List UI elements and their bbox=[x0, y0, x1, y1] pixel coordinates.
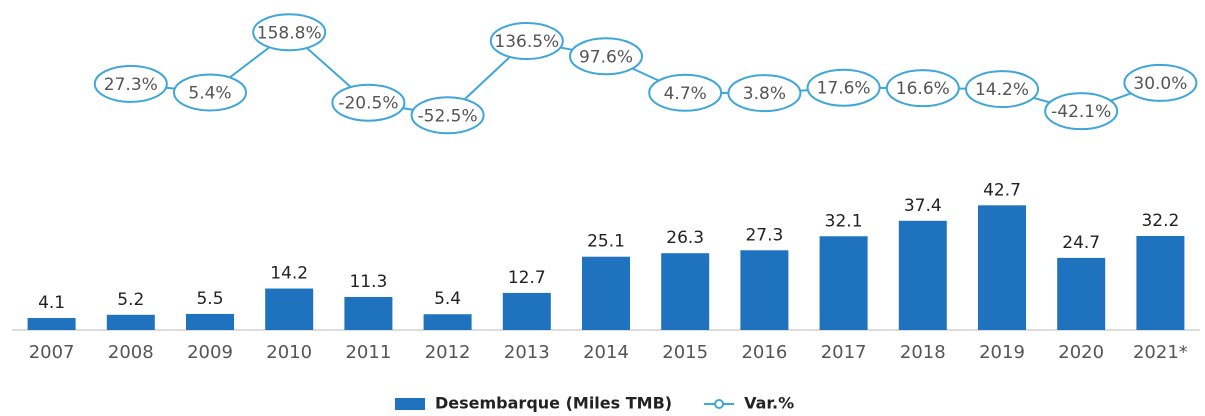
bar bbox=[1136, 235, 1185, 330]
line-value-label: -52.5% bbox=[418, 106, 478, 126]
x-tick-label: 2012 bbox=[425, 342, 471, 363]
x-tick-label: 2017 bbox=[821, 342, 867, 363]
line-value-label: 27.3% bbox=[104, 75, 158, 95]
line-point bbox=[727, 74, 802, 113]
line-value-label: 4.7% bbox=[664, 84, 707, 104]
x-tick-label: 2011 bbox=[345, 342, 391, 363]
x-tick-label: 2013 bbox=[504, 342, 550, 363]
bar-value-label: 25.1 bbox=[587, 232, 625, 252]
bar-value-label: 42.7 bbox=[983, 180, 1021, 200]
line-point bbox=[806, 68, 881, 107]
bar bbox=[740, 250, 789, 330]
legend-swatch bbox=[395, 398, 425, 410]
line-point bbox=[93, 64, 168, 103]
bar-value-label: 26.3 bbox=[666, 228, 704, 248]
bar-value-label: 5.2 bbox=[117, 290, 144, 310]
bar-value-label: 5.4 bbox=[434, 289, 461, 309]
bar-value-label: 24.7 bbox=[1062, 233, 1100, 253]
line-value-label: -20.5% bbox=[338, 94, 398, 114]
line-point bbox=[331, 83, 406, 122]
x-tick-label: 2018 bbox=[900, 342, 946, 363]
bar-value-label: 27.3 bbox=[745, 225, 783, 245]
bar bbox=[661, 253, 710, 330]
legend-label: Var.% bbox=[744, 394, 794, 413]
line-point bbox=[648, 73, 723, 112]
line-value-label: 5.4% bbox=[188, 84, 231, 104]
bar-value-label: 4.1 bbox=[38, 293, 65, 313]
line-value-label: 97.6% bbox=[579, 47, 633, 67]
x-tick-label: 2019 bbox=[979, 342, 1025, 363]
x-tick-label: 2009 bbox=[187, 342, 233, 363]
x-tick-label: 2010 bbox=[266, 342, 312, 363]
bar-value-label: 32.2 bbox=[1141, 211, 1179, 231]
bar bbox=[265, 288, 314, 330]
line-point bbox=[885, 69, 960, 108]
legend-label: Desembarque (Miles TMB) bbox=[435, 394, 672, 413]
bar bbox=[502, 292, 551, 330]
line-point bbox=[965, 70, 1039, 109]
line-point bbox=[569, 37, 643, 76]
line-point bbox=[489, 22, 564, 61]
bar bbox=[582, 256, 630, 330]
bar-value-label: 11.3 bbox=[349, 272, 387, 292]
bar-value-label: 5.5 bbox=[196, 289, 223, 309]
x-tick-label: 2016 bbox=[741, 342, 787, 363]
bar bbox=[423, 314, 472, 330]
bar bbox=[186, 313, 234, 330]
bar-value-label: 12.7 bbox=[508, 268, 546, 288]
line-point bbox=[173, 73, 247, 112]
bar bbox=[27, 318, 76, 330]
line-point bbox=[1044, 92, 1119, 131]
x-tick-label: 2021* bbox=[1133, 342, 1188, 363]
bar bbox=[978, 205, 1026, 330]
line-value-label: 14.2% bbox=[975, 80, 1029, 100]
bar bbox=[106, 314, 155, 330]
bar-value-label: 32.1 bbox=[825, 211, 863, 231]
line-value-label: 16.6% bbox=[896, 79, 950, 99]
x-tick-label: 2014 bbox=[583, 342, 629, 363]
legend-swatch bbox=[714, 399, 725, 409]
line-point bbox=[1123, 63, 1198, 102]
line-value-label: 17.6% bbox=[817, 79, 871, 99]
bar-value-label: 14.2 bbox=[270, 264, 308, 284]
bar bbox=[344, 297, 393, 330]
line-value-label: 30.0% bbox=[1133, 74, 1187, 94]
x-tick-label: 2020 bbox=[1058, 342, 1104, 363]
x-tick-label: 2007 bbox=[29, 342, 75, 363]
bar bbox=[819, 236, 868, 330]
x-tick-label: 2015 bbox=[662, 342, 708, 363]
bar bbox=[898, 220, 947, 330]
bar-value-label: 37.4 bbox=[904, 196, 942, 216]
line-value-label: 3.8% bbox=[743, 84, 786, 104]
line-point bbox=[252, 13, 327, 52]
bar bbox=[1057, 257, 1106, 330]
x-tick-label: 2008 bbox=[108, 342, 154, 363]
line-value-label: -42.1% bbox=[1051, 102, 1111, 122]
line-value-label: 158.8% bbox=[257, 23, 322, 43]
line-value-label: 136.5% bbox=[494, 32, 559, 52]
line-point bbox=[410, 96, 485, 135]
